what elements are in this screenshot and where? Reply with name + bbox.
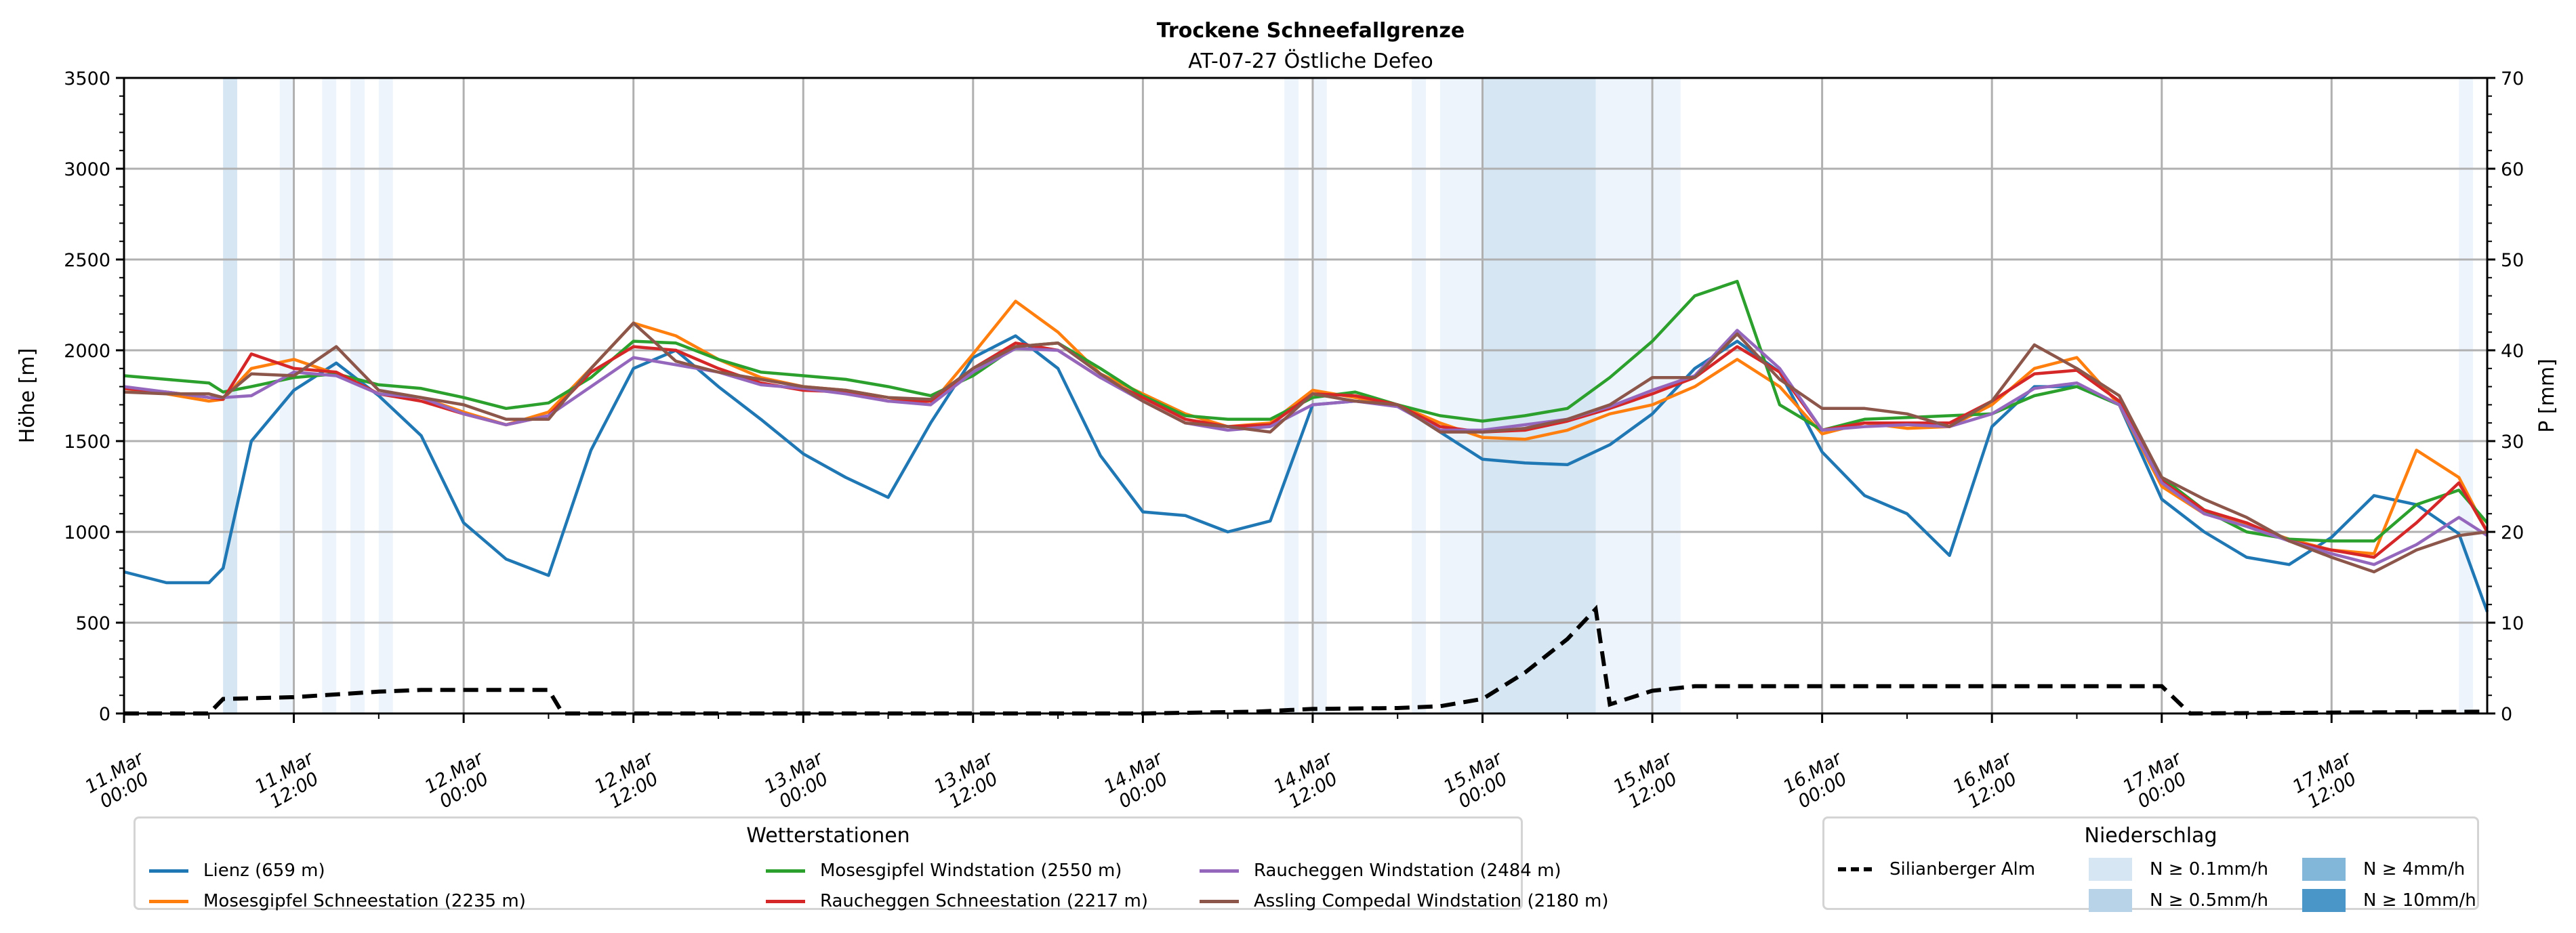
x-tick-label: 15.Mar12:00	[1610, 747, 1686, 816]
legend-label: Raucheggen Windstation (2484 m)	[1254, 861, 1561, 881]
x-tick-label: 13.Mar00:00	[761, 747, 838, 816]
chart-title: Trockene Schneefallgrenze	[1157, 19, 1465, 43]
legend-item-station: Raucheggen Schneestation (2217 m)	[766, 891, 1148, 911]
y-tick-label-left: 1500	[64, 432, 110, 453]
x-tick-label: 12.Mar12:00	[591, 747, 668, 816]
y-tick-label-left: 2000	[64, 341, 110, 362]
precip-band	[350, 78, 365, 713]
legend-item-precip-level: N ≥ 4mm/h	[2302, 858, 2465, 881]
legend-item-station: Raucheggen Windstation (2484 m)	[1200, 861, 1561, 881]
legend-item-station: Mosesgipfel Windstation (2550 m)	[766, 861, 1122, 881]
x-tick-label: 16.Mar00:00	[1780, 747, 1856, 816]
legend-stations: Wetterstationen Lienz (659 m) Mosesgipfel…	[134, 816, 1609, 911]
legend-item-silianberger: Silianberger Alm	[1838, 859, 2035, 879]
series-line	[123, 334, 2489, 613]
color-swatch	[2302, 889, 2346, 912]
y-tick-label-right: 50	[2501, 250, 2524, 271]
legend-item-station: Lienz (659 m)	[149, 861, 325, 881]
legend-stations-title: Wetterstationen	[746, 824, 910, 848]
precip-band	[1284, 78, 1299, 713]
line-swatch	[1200, 869, 1239, 873]
y-tick-label-right: 20	[2501, 522, 2524, 543]
y-tick-label-left: 0	[99, 704, 110, 725]
series-line	[123, 329, 2489, 566]
precip-band	[322, 78, 337, 713]
y-tick-label-left: 3000	[64, 159, 110, 180]
legend-label: Mosesgipfel Schneestation (2235 m)	[203, 891, 526, 911]
series-line	[123, 341, 2489, 559]
legend-item-precip-level: N ≥ 0.5mm/h	[2089, 889, 2268, 912]
y-axis-label-left: Höhe [m]	[16, 348, 39, 444]
precip-band	[1412, 78, 1426, 713]
legend-label: Raucheggen Schneestation (2217 m)	[820, 891, 1148, 911]
x-tick-label: 16.Mar12:00	[1950, 747, 2026, 816]
series-line	[123, 321, 2488, 574]
dashed-line-swatch	[1838, 867, 1872, 871]
y-tick-label-right: 10	[2501, 613, 2524, 634]
series-lines	[123, 279, 2489, 716]
y-tick-label-right: 60	[2501, 159, 2524, 180]
precip-station-line	[124, 604, 2488, 716]
x-tick-label: 17.Mar12:00	[2289, 747, 2366, 816]
y-tick-label-right: 70	[2501, 68, 2524, 89]
legend-label: N ≥ 4mm/h	[2363, 859, 2466, 879]
line-swatch	[149, 899, 188, 903]
precip-band	[279, 78, 294, 713]
precip-band	[2459, 78, 2474, 713]
color-swatch	[2089, 889, 2132, 912]
line-swatch	[149, 869, 188, 873]
y-axis-label-right: P [mm]	[2535, 358, 2559, 432]
line-swatch	[766, 899, 805, 903]
y-tick-label-left: 2500	[64, 250, 110, 271]
chart-subtitle: AT-07-27 Östliche Defeo	[1188, 49, 1433, 73]
legend-label: Assling Compedal Windstation (2180 m)	[1254, 891, 1609, 911]
y-tick-label-left: 1000	[64, 522, 110, 543]
color-swatch	[2089, 858, 2132, 881]
legend-item-precip-level: N ≥ 10mm/h	[2302, 889, 2476, 912]
y-tick-label-left: 3500	[64, 68, 110, 89]
precip-band	[1482, 78, 1596, 713]
legend-label: Lienz (659 m)	[203, 861, 325, 881]
y-tick-label-left: 500	[75, 613, 110, 634]
color-swatch	[2302, 858, 2346, 881]
plot-frame	[123, 77, 2489, 715]
x-tick-label: 17.Mar00:00	[2119, 747, 2196, 816]
line-swatch	[766, 869, 805, 873]
legend-item-station: Mosesgipfel Schneestation (2235 m)	[149, 891, 526, 911]
legend-label: N ≥ 0.5mm/h	[2150, 890, 2269, 911]
precip-band	[1439, 78, 1483, 713]
line-swatch	[1200, 899, 1239, 903]
x-tick-label: 14.Mar00:00	[1101, 747, 1177, 816]
x-tick-label: 11.Mar00:00	[81, 747, 158, 816]
y-tick-label-right: 40	[2501, 341, 2524, 362]
x-tick-label: 13.Mar12:00	[931, 747, 1007, 816]
legend-item-station: Assling Compedal Windstation (2180 m)	[1200, 891, 1609, 911]
x-tick-label: 15.Mar00:00	[1440, 747, 1517, 816]
legend-label: N ≥ 0.1mm/h	[2150, 859, 2269, 879]
legend-precipitation: Niederschlag Silianberger Alm N ≥ 0.1mm/…	[1822, 816, 2479, 912]
x-tick-label: 12.Mar00:00	[421, 747, 497, 816]
y-tick-label-right: 30	[2501, 432, 2524, 453]
x-tick-label: 14.Mar12:00	[1270, 747, 1347, 816]
grid-lines	[124, 78, 2487, 713]
legend-label: Silianberger Alm	[1889, 859, 2036, 879]
y-tick-label-right: 0	[2501, 704, 2512, 725]
legend-precip-title: Niederschlag	[2084, 824, 2217, 848]
legend-item-precip-level: N ≥ 0.1mm/h	[2089, 858, 2268, 881]
legend-label: Mosesgipfel Windstation (2550 m)	[820, 861, 1122, 881]
legend-label: N ≥ 10mm/h	[2363, 890, 2476, 911]
x-tick-label: 11.Mar12:00	[251, 747, 328, 816]
